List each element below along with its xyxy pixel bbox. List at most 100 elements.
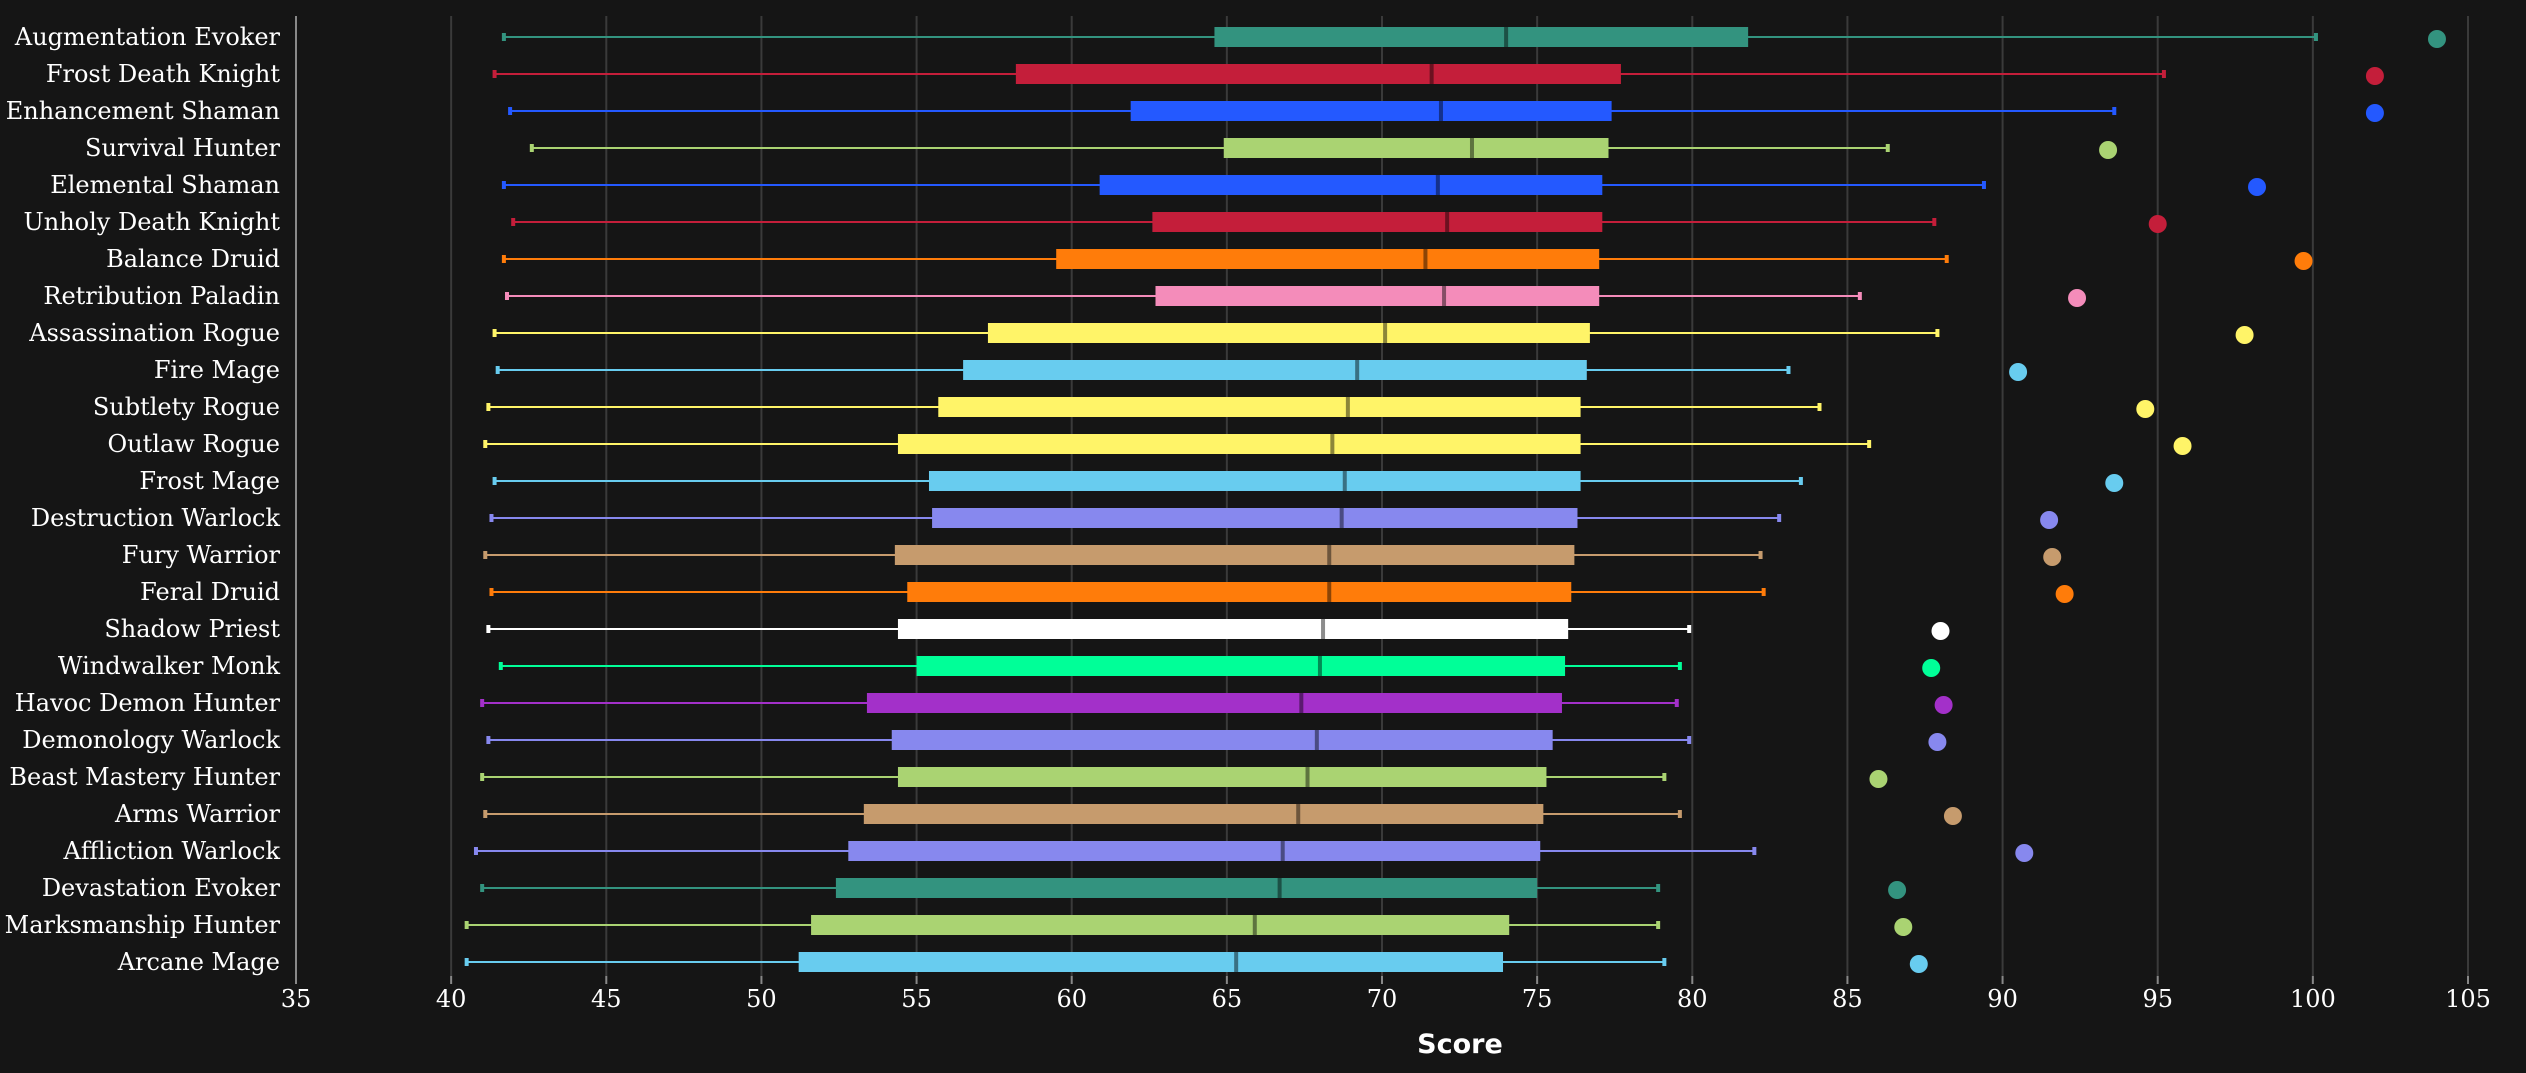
median-line — [1469, 138, 1474, 158]
box-row — [480, 693, 1953, 714]
whisker-min-cap — [480, 884, 485, 892]
whisker-max-cap — [1935, 329, 1940, 337]
spec-label: Outlaw Rogue — [108, 430, 280, 458]
box-row — [495, 360, 2028, 381]
box-row — [486, 619, 1950, 640]
whisker-max-cap — [1758, 551, 1763, 559]
box-row — [464, 952, 1928, 973]
box-row — [486, 397, 2155, 418]
median-line — [1355, 360, 1360, 380]
spec-label: Fire Mage — [154, 356, 280, 384]
median-line — [1317, 656, 1322, 676]
whisker-min-cap — [486, 736, 491, 744]
whisker-min-cap — [529, 144, 534, 152]
whisker-max-cap — [1677, 810, 1682, 818]
whisker-min-cap — [480, 773, 485, 781]
iqr-box — [1130, 101, 1612, 121]
whisker-min-cap — [486, 403, 491, 411]
median-line — [1296, 804, 1301, 824]
median-line — [1383, 323, 1388, 343]
iqr-box — [863, 804, 1544, 824]
box-row — [483, 804, 1962, 825]
x-tick-label: 70 — [1367, 985, 1398, 1013]
whisker-min-cap — [480, 699, 485, 707]
iqr-box — [897, 434, 1581, 454]
spec-label: Shadow Priest — [104, 615, 280, 643]
whisker-min-cap — [498, 662, 503, 670]
top-score-dot — [2015, 844, 2034, 862]
x-tick-label: 45 — [591, 985, 622, 1013]
iqr-box — [987, 323, 1590, 343]
spec-label: Arms Warrior — [114, 800, 280, 828]
whisker-max-cap — [1752, 847, 1757, 855]
boxes-layer — [464, 27, 2446, 973]
box-row — [486, 730, 1947, 751]
box-row — [483, 545, 2062, 566]
whisker-min-cap — [508, 107, 513, 115]
box-row — [492, 471, 2124, 492]
spec-label: Unholy Death Knight — [24, 208, 281, 236]
median-line — [1429, 64, 1434, 84]
box-row — [504, 286, 2087, 307]
iqr-box — [916, 656, 1566, 676]
median-line — [1321, 619, 1326, 639]
spec-label: Frost Death Knight — [46, 60, 281, 88]
whisker-max-cap — [1687, 625, 1692, 633]
median-line — [1342, 471, 1347, 491]
median-line — [1438, 101, 1443, 121]
spec-label: Elemental Shaman — [50, 171, 280, 199]
whisker-min-cap — [492, 329, 497, 337]
top-score-dot — [1922, 659, 1941, 677]
median-line — [1423, 249, 1428, 269]
median-line — [1327, 582, 1332, 602]
median-line — [1277, 878, 1282, 898]
spec-label: Assassination Rogue — [28, 319, 280, 347]
x-tick-label: 75 — [1522, 985, 1553, 1013]
box-row — [529, 138, 2118, 159]
median-line — [1327, 545, 1332, 565]
median-line — [1280, 841, 1285, 861]
iqr-box — [907, 582, 1572, 602]
x-tick-label: 95 — [2142, 985, 2173, 1013]
whisker-min-cap — [501, 33, 506, 41]
median-line — [1445, 212, 1450, 232]
median-line — [1504, 27, 1509, 47]
whisker-max-cap — [1981, 181, 1986, 189]
top-score-dot — [2009, 363, 2028, 381]
top-score-dot — [1888, 881, 1907, 899]
x-axis-title: Score — [1417, 1029, 1503, 1060]
whisker-min-cap — [483, 440, 488, 448]
iqr-box — [938, 397, 1581, 417]
box-row — [483, 434, 2192, 455]
x-tick-label: 40 — [436, 985, 467, 1013]
iqr-box — [1223, 138, 1609, 158]
whisker-max-cap — [1761, 588, 1766, 596]
spec-label: Augmentation Evoker — [14, 23, 281, 51]
box-row — [473, 841, 2034, 862]
whisker-min-cap — [501, 255, 506, 263]
whisker-max-cap — [1677, 662, 1682, 670]
whisker-min-cap — [504, 292, 509, 300]
spec-label: Enhancement Shaman — [6, 97, 280, 125]
box-row — [501, 249, 2313, 270]
spec-label: Beast Mastery Hunter — [9, 763, 280, 791]
iqr-box — [1099, 175, 1603, 195]
iqr-box — [928, 471, 1581, 491]
top-score-dot — [2173, 437, 2192, 455]
spec-label: Devastation Evoker — [42, 874, 281, 902]
iqr-box — [897, 619, 1569, 639]
box-row — [511, 212, 2167, 233]
whisker-max-cap — [1867, 440, 1872, 448]
iqr-box — [1155, 286, 1600, 306]
whisker-max-cap — [1817, 403, 1822, 411]
whisker-max-cap — [1777, 514, 1782, 522]
whisker-min-cap — [483, 810, 488, 818]
whisker-min-cap — [511, 218, 516, 226]
top-score-dot — [1909, 955, 1928, 973]
whisker-max-cap — [1932, 218, 1937, 226]
whisker-max-cap — [1944, 255, 1949, 263]
top-score-dot — [2105, 474, 2124, 492]
whisker-max-cap — [1674, 699, 1679, 707]
box-row — [492, 323, 2254, 344]
